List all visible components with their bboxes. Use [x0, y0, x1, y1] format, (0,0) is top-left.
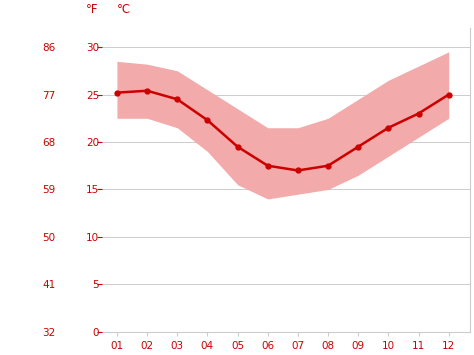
- Text: °F: °F: [86, 3, 98, 16]
- Text: °C: °C: [117, 3, 131, 16]
